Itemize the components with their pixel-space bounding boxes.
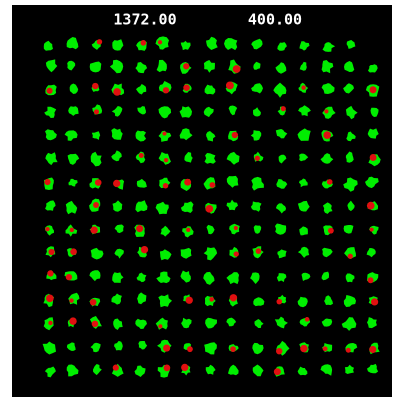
- red-spot: [183, 84, 190, 91]
- red-spot: [370, 228, 374, 232]
- red-spot: [369, 346, 376, 353]
- red-spot: [95, 179, 102, 186]
- red-spot: [323, 346, 328, 351]
- red-spot: [92, 321, 99, 328]
- red-spot: [255, 156, 260, 161]
- red-spot: [230, 346, 236, 352]
- red-spot: [324, 109, 328, 113]
- red-spot: [162, 131, 166, 135]
- red-spot: [44, 179, 50, 185]
- red-spot: [370, 154, 377, 161]
- red-spot: [233, 65, 241, 73]
- red-spot: [158, 40, 162, 44]
- red-spot: [48, 321, 52, 325]
- red-spot: [47, 270, 53, 276]
- red-spot: [209, 182, 215, 188]
- red-spot: [368, 277, 374, 283]
- red-spot: [234, 226, 238, 230]
- page: 1372.00 400.00 (() => { const data = JSO…: [0, 0, 403, 407]
- red-spot: [94, 109, 99, 114]
- red-spot: [234, 251, 239, 256]
- right-readout: 400.00: [248, 11, 302, 29]
- red-spot: [256, 248, 262, 254]
- red-spot: [113, 88, 121, 96]
- red-spot: [48, 249, 54, 255]
- red-spot: [70, 248, 77, 255]
- red-spot: [46, 295, 54, 303]
- red-spot: [164, 365, 171, 372]
- red-spot: [371, 298, 378, 305]
- red-spot: [367, 202, 375, 210]
- left-readout: 1372.00: [113, 11, 176, 29]
- screen: 1372.00 400.00: [0, 0, 403, 407]
- red-spot: [90, 299, 97, 306]
- red-spot: [69, 298, 73, 302]
- red-spot: [141, 246, 148, 253]
- red-spot: [276, 299, 282, 305]
- red-spot: [92, 83, 98, 89]
- red-spot: [93, 202, 99, 208]
- red-spot: [281, 106, 286, 111]
- red-spot: [164, 158, 168, 162]
- red-spot: [139, 153, 144, 158]
- red-spot: [97, 39, 102, 44]
- red-spot: [163, 183, 168, 188]
- red-spot: [348, 254, 353, 259]
- red-spot: [184, 179, 191, 186]
- red-spot: [346, 348, 351, 353]
- red-spot: [113, 180, 120, 187]
- red-spot: [69, 317, 76, 324]
- red-spot: [46, 88, 52, 94]
- red-spot: [136, 225, 143, 232]
- red-spot: [328, 228, 334, 234]
- red-spot: [186, 297, 193, 304]
- red-spot: [183, 63, 189, 69]
- red-spot: [113, 365, 119, 371]
- red-spot: [323, 131, 331, 139]
- red-spot: [232, 132, 238, 138]
- red-spot: [300, 345, 307, 352]
- red-spot: [158, 324, 162, 328]
- red-spot: [226, 81, 234, 89]
- red-spot: [301, 85, 306, 90]
- red-spot: [274, 368, 281, 375]
- red-spot: [66, 274, 72, 280]
- red-spot: [369, 86, 376, 93]
- red-spot: [181, 364, 188, 371]
- red-spot: [276, 348, 282, 354]
- red-spot: [205, 205, 213, 213]
- red-spot: [141, 40, 147, 46]
- red-spot: [327, 179, 333, 185]
- red-spot: [186, 228, 190, 232]
- red-spot: [209, 297, 214, 302]
- red-spot: [305, 317, 310, 322]
- red-spot: [230, 294, 237, 301]
- red-spot: [163, 87, 169, 93]
- red-spot: [163, 344, 170, 351]
- red-spot: [187, 346, 193, 352]
- red-spot: [45, 227, 49, 231]
- red-spot: [90, 226, 97, 233]
- red-spot: [70, 228, 74, 232]
